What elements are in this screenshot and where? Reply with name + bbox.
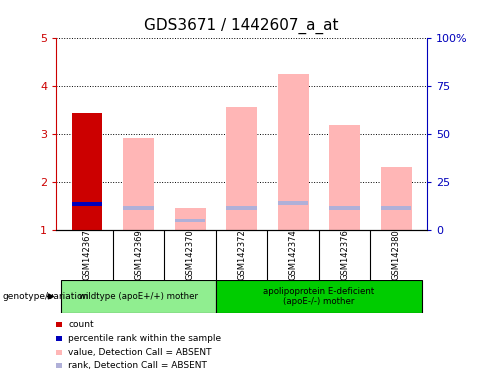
Bar — [381, 206, 411, 210]
Bar — [329, 125, 360, 230]
Text: apolipoprotein E-deficient
(apoE-/-) mother: apolipoprotein E-deficient (apoE-/-) mot… — [263, 287, 374, 306]
Text: GSM142380: GSM142380 — [391, 229, 401, 280]
Bar — [381, 167, 411, 230]
Bar — [56, 322, 62, 327]
Bar — [123, 138, 154, 230]
Bar — [61, 280, 216, 313]
Text: GSM142370: GSM142370 — [185, 229, 195, 280]
Title: GDS3671 / 1442607_a_at: GDS3671 / 1442607_a_at — [144, 18, 339, 34]
Bar — [226, 107, 257, 230]
Bar — [123, 206, 154, 210]
Bar — [72, 113, 102, 230]
Text: GSM142376: GSM142376 — [340, 229, 349, 280]
Text: GSM142367: GSM142367 — [82, 229, 92, 280]
Text: genotype/variation: genotype/variation — [2, 292, 89, 301]
Bar — [56, 336, 62, 341]
Text: GSM142369: GSM142369 — [134, 229, 143, 280]
Bar — [226, 206, 257, 210]
Text: GSM142374: GSM142374 — [288, 229, 298, 280]
Text: rank, Detection Call = ABSENT: rank, Detection Call = ABSENT — [68, 361, 207, 371]
Bar — [278, 201, 308, 205]
Bar — [175, 208, 205, 230]
Text: GSM142372: GSM142372 — [237, 229, 246, 280]
Text: value, Detection Call = ABSENT: value, Detection Call = ABSENT — [68, 348, 212, 357]
Bar — [56, 363, 62, 369]
Text: wildtype (apoE+/+) mother: wildtype (apoE+/+) mother — [79, 292, 198, 301]
Bar — [175, 219, 205, 222]
Bar — [216, 280, 422, 313]
Text: percentile rank within the sample: percentile rank within the sample — [68, 334, 222, 343]
Bar — [329, 206, 360, 210]
Bar — [56, 349, 62, 355]
Text: count: count — [68, 320, 94, 329]
Bar — [278, 74, 308, 230]
Bar — [72, 202, 102, 206]
